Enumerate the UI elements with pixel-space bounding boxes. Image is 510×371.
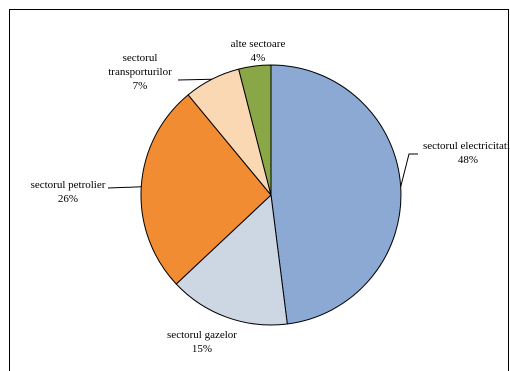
label-other-name: alte sectoare [231,38,286,50]
label-electricity-percent: 48% [458,154,478,166]
label-gas-name: sectorul gazelor [167,329,237,341]
leader-lines [107,78,418,189]
label-other-percent: 4% [251,52,266,64]
label-electricity-name: sectorul electricitatii [423,140,510,152]
pie-slice-other [238,64,272,196]
pie-slice-gas [175,193,288,326]
pie-slice-petrol [140,94,272,285]
label-transport-name-1: sectorul [123,52,158,64]
label-petrol-percent: 26% [58,193,78,205]
leader-electricity [400,153,418,187]
pie-slices [140,64,402,326]
label-transport-percent: 7% [133,80,148,92]
label-gas-percent: 15% [192,343,212,355]
leader-transport [177,78,213,81]
pie-slice-electricity [270,64,402,325]
label-petrol-name: sectorul petrolier [31,179,106,191]
leader-petrol [107,186,142,189]
label-transport-name-2: transporturilor [108,66,172,78]
